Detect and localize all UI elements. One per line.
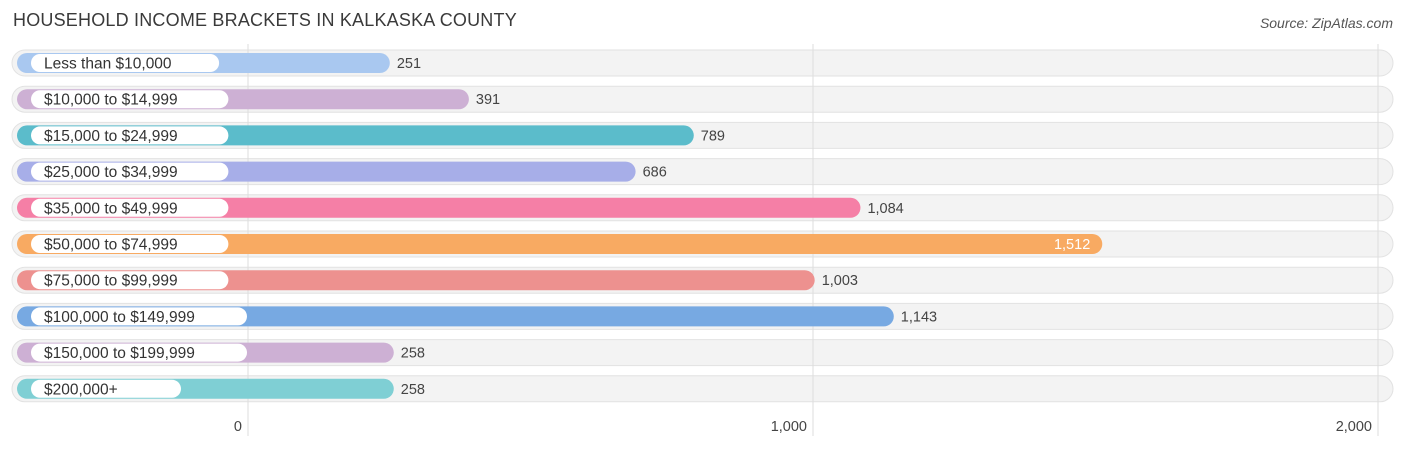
- category-label: $15,000 to $24,999: [44, 128, 178, 145]
- value-label: 391: [476, 92, 500, 108]
- tick-label: 2,000: [1336, 419, 1372, 435]
- category-pill: [31, 343, 247, 362]
- category-label: $35,000 to $49,999: [44, 200, 178, 217]
- bar-row: Less than $10,000 251: [17, 53, 421, 73]
- category-label: $25,000 to $34,999: [44, 164, 178, 181]
- category-label: Less than $10,000: [44, 56, 172, 73]
- bar-row: $15,000 to $24,999 789: [17, 125, 725, 146]
- bar-row: $150,000 to $199,999 258: [17, 342, 425, 363]
- category-pill: [31, 198, 229, 217]
- value-label: 258: [401, 346, 425, 362]
- bar-row: $25,000 to $34,999 686: [17, 161, 667, 182]
- category-label: $200,000+: [44, 381, 118, 398]
- category-pill: [31, 271, 229, 290]
- value-label: 1,143: [901, 309, 937, 325]
- value-label: 1,084: [867, 201, 903, 217]
- value-label: 789: [701, 128, 725, 144]
- bar-row: $35,000 to $49,999 1,084: [17, 197, 904, 218]
- category-label: $150,000 to $199,999: [44, 345, 195, 362]
- category-pill: [31, 235, 229, 253]
- category-pill: [31, 54, 220, 72]
- bar-row: $75,000 to $99,999 1,003: [17, 270, 858, 291]
- category-pill: [31, 90, 229, 109]
- tick-label: 0: [234, 419, 242, 435]
- bar-row: $10,000 to $14,999 391: [17, 89, 500, 110]
- category-pill: [31, 126, 229, 145]
- category-label: $50,000 to $74,999: [44, 237, 178, 254]
- value-label: 251: [397, 56, 421, 72]
- bar: [17, 234, 1103, 254]
- category-label: $100,000 to $149,999: [44, 309, 195, 326]
- bar-row: $100,000 to $149,999 1,143: [17, 306, 937, 327]
- value-label: 686: [643, 165, 667, 181]
- category-pill: [31, 162, 229, 181]
- value-label: 258: [401, 382, 425, 398]
- value-label: 1,512: [1054, 237, 1090, 253]
- category-pill: [31, 307, 247, 326]
- bar-row: $200,000+ 258: [17, 378, 425, 399]
- x-axis-ticks: 0 1,000 2,000: [234, 419, 1372, 435]
- value-label: 1,003: [822, 273, 858, 289]
- bar: [17, 197, 861, 218]
- category-label: $75,000 to $99,999: [44, 273, 178, 290]
- chart-title: HOUSEHOLD INCOME BRACKETS IN KALKASKA CO…: [13, 10, 517, 30]
- category-label: $10,000 to $14,999: [44, 92, 178, 109]
- chart-source: Source: ZipAtlas.com: [1259, 15, 1393, 31]
- bar-row: $50,000 to $74,999 1,512: [17, 234, 1103, 254]
- tick-label: 1,000: [771, 419, 807, 435]
- category-pill: [31, 379, 181, 398]
